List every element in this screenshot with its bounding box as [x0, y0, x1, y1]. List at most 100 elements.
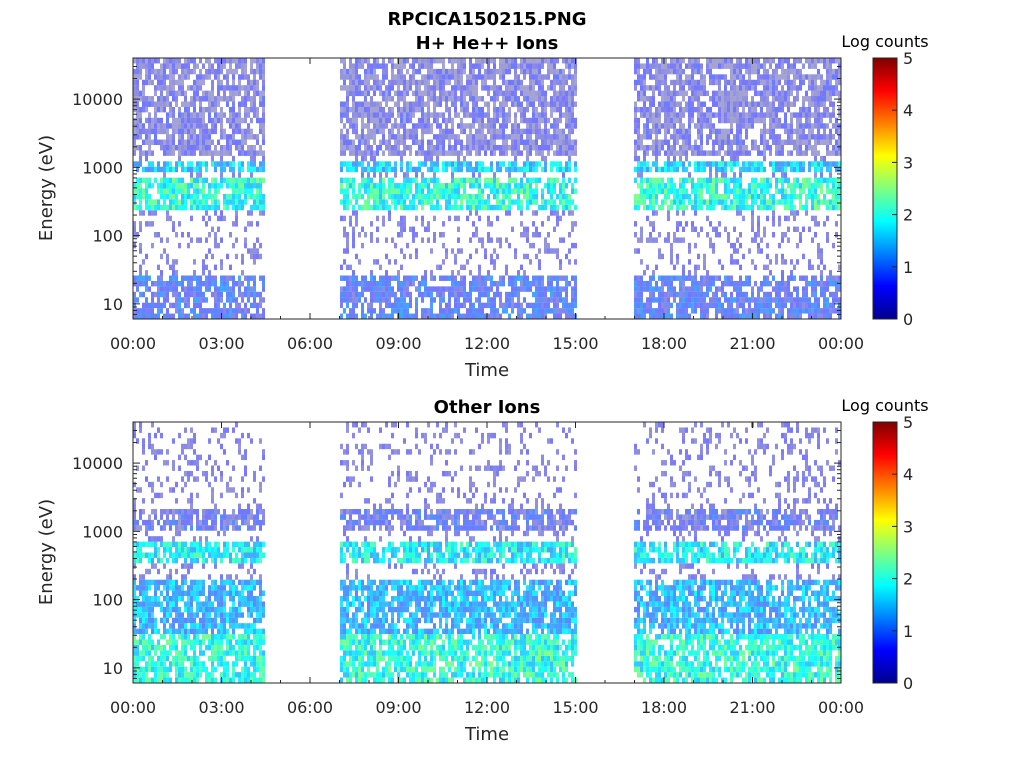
spectrogram-cell	[532, 68, 535, 75]
spectrogram-cell	[496, 308, 499, 314]
spectrogram-cell	[460, 280, 463, 287]
spectrogram-cell	[499, 68, 502, 75]
spectrogram-cell	[247, 85, 250, 91]
spectrogram-cell	[448, 215, 451, 222]
spectrogram-cell	[766, 313, 769, 319]
spectrogram-cell	[217, 85, 220, 91]
spectrogram-cell	[733, 259, 736, 265]
spectrogram-cell	[649, 221, 652, 227]
spectrogram-cell	[520, 264, 523, 271]
spectrogram-cell	[634, 275, 637, 281]
spectrogram-cell	[208, 280, 211, 287]
spectrogram-cell	[370, 96, 373, 102]
spectrogram-cell	[487, 58, 490, 64]
spectrogram-cell	[688, 79, 691, 86]
spectrogram-cell	[457, 85, 460, 91]
spectrogram-cell	[433, 106, 436, 113]
spectrogram-cell	[718, 259, 721, 265]
spectrogram-cell	[535, 96, 538, 102]
spectrogram-cell	[493, 280, 496, 287]
spectrogram-cell	[676, 117, 679, 124]
spectrogram-cell	[427, 74, 430, 80]
spectrogram-cell	[214, 128, 217, 135]
spectrogram-cell	[640, 313, 643, 319]
spectrogram-cell	[673, 106, 676, 113]
spectrogram-cell	[511, 291, 514, 298]
spectrogram-cell	[556, 221, 559, 227]
spectrogram-cell	[652, 74, 655, 80]
spectrogram-cell	[571, 150, 574, 156]
spectrogram-cell	[706, 117, 709, 124]
spectrogram-cell	[241, 74, 244, 80]
spectrogram-cell	[460, 248, 463, 254]
spectrogram-cell	[568, 166, 571, 173]
spectrogram-cell	[472, 96, 475, 102]
spectrogram-cell	[430, 313, 433, 319]
spectrogram-cell	[382, 123, 385, 129]
spectrogram-cell	[343, 199, 346, 205]
spectrogram-cell	[640, 226, 643, 232]
spectrogram-cell	[736, 139, 739, 145]
spectrogram-cell	[358, 79, 361, 86]
spectrogram-cell	[472, 204, 475, 211]
spectrogram-cell	[199, 112, 202, 118]
spectrogram-cell	[721, 291, 724, 298]
spectrogram-cell	[136, 177, 139, 184]
spectrogram-cell	[445, 193, 448, 200]
spectrogram-cell	[352, 302, 355, 309]
spectrogram-cell	[400, 166, 403, 173]
spectrogram-cell	[163, 199, 166, 205]
spectrogram-cell	[253, 248, 256, 254]
spectrogram-cell	[220, 63, 223, 69]
spectrogram-cell	[250, 63, 253, 69]
spectrogram-cell	[190, 215, 193, 222]
spectrogram-cell	[142, 123, 145, 129]
spectrogram-cell	[355, 123, 358, 129]
spectrogram-cell	[340, 286, 343, 292]
spectrogram-cell	[202, 123, 205, 129]
spectrogram-cell	[712, 139, 715, 145]
spectrogram-cell	[532, 313, 535, 319]
spectrogram-cell	[142, 177, 145, 184]
spectrogram-cell	[766, 112, 769, 118]
spectrogram-cell	[193, 85, 196, 91]
spectrogram-cell	[496, 215, 499, 222]
spectrogram-cell	[463, 96, 466, 102]
spectrogram-cell	[391, 79, 394, 86]
spectrogram-cell	[514, 96, 517, 102]
spectrogram-cell	[739, 74, 742, 80]
spectrogram-cell	[565, 183, 568, 189]
spectrogram-cell	[760, 199, 763, 205]
spectrogram-cell	[418, 183, 421, 189]
spectrogram-cell	[184, 297, 187, 303]
spectrogram-cell	[214, 101, 217, 107]
spectrogram-cell	[457, 248, 460, 254]
spectrogram-cell	[532, 280, 535, 287]
spectrogram-cell	[766, 253, 769, 260]
spectrogram-cell	[382, 161, 385, 167]
spectrogram-cell	[205, 308, 208, 314]
spectrogram-cell	[346, 161, 349, 167]
spectrogram-cell	[370, 150, 373, 156]
spectrogram-cell	[730, 166, 733, 173]
spectrogram-cell	[712, 101, 715, 107]
spectrogram-cell	[154, 139, 157, 145]
spectrogram-cell	[211, 68, 214, 75]
spectrogram-cell	[556, 161, 559, 167]
spectrogram-cell	[382, 313, 385, 319]
spectrogram-cell	[223, 215, 226, 222]
spectrogram-cell	[247, 112, 250, 118]
spectrogram-cell	[652, 112, 655, 118]
spectrogram-cell	[406, 286, 409, 292]
spectrogram-cell	[547, 68, 550, 75]
spectrogram-cell	[187, 106, 190, 113]
spectrogram-cell	[571, 145, 574, 151]
spectrogram-cell	[523, 183, 526, 189]
spectrogram-cell	[655, 123, 658, 129]
spectrogram-cell	[532, 123, 535, 129]
spectrogram-cell	[379, 199, 382, 205]
spectrogram-cell	[550, 161, 553, 167]
spectrogram-cell	[658, 101, 661, 107]
spectrogram-cell	[493, 150, 496, 156]
spectrogram-cell	[547, 232, 550, 238]
